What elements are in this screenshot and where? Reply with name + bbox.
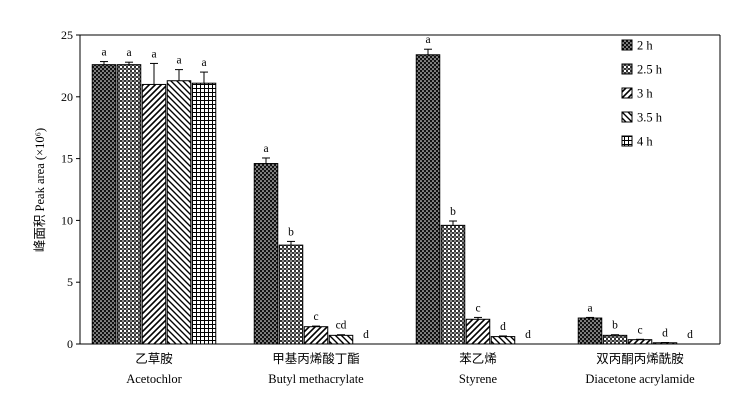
bar xyxy=(166,80,192,345)
significance-letter: a xyxy=(263,143,268,155)
legend-swatch xyxy=(621,87,633,99)
x-category-label-en: Acetochlor xyxy=(126,372,182,386)
bar xyxy=(141,83,167,345)
significance-letter: d xyxy=(525,329,531,341)
bar xyxy=(191,82,217,345)
bar xyxy=(91,64,117,345)
x-category-label-en: Styrene xyxy=(459,372,498,386)
legend-swatch xyxy=(621,63,633,75)
x-category-label-cn: 苯乙烯 xyxy=(459,352,497,366)
significance-letter: b xyxy=(450,206,456,218)
legend-swatch xyxy=(621,111,633,123)
significance-letter: a xyxy=(151,48,156,60)
bar xyxy=(116,64,142,345)
bar xyxy=(278,244,304,345)
x-category-label-en: Diacetone acrylamide xyxy=(585,372,695,386)
significance-letter: c xyxy=(475,302,480,314)
x-category-labels: 乙草胺 Acetochlor 甲基丙烯酸丁酯 Butyl methacrylate 苯乙… xyxy=(126,351,695,386)
significance-letter: a xyxy=(587,302,592,314)
y-tick-label: 20 xyxy=(61,90,73,104)
y-tick-label: 5 xyxy=(67,275,73,289)
significance-letter: d xyxy=(662,328,668,340)
significance-letter: b xyxy=(612,320,618,332)
bar xyxy=(328,334,354,345)
legend-swatch xyxy=(621,135,633,147)
bar xyxy=(577,317,603,345)
legend-label: 4 h xyxy=(637,135,653,149)
significance-letter: d xyxy=(687,329,693,341)
significance-letter: a xyxy=(101,47,106,59)
y-tick-label: 10 xyxy=(61,213,73,227)
bar xyxy=(415,54,441,345)
legend-swatch xyxy=(621,39,633,51)
x-category-label-cn: 双丙酮丙烯酰胺 xyxy=(596,352,684,366)
bars-layer xyxy=(91,48,678,345)
legend-label: 2 h xyxy=(637,39,653,53)
significance-letter: a xyxy=(176,55,181,67)
bar xyxy=(303,326,329,345)
x-category-label-cn: 甲基丙烯酸丁酯 xyxy=(272,351,360,366)
significance-letter: d xyxy=(363,329,369,341)
x-category-label-cn: 乙草胺 xyxy=(135,352,173,366)
significance-labels-layer: a a a a a b b b a c c c a cd d d a d d d xyxy=(101,34,693,341)
significance-letter: d xyxy=(500,321,506,333)
bar xyxy=(253,163,279,345)
bar xyxy=(440,224,466,345)
significance-letter: a xyxy=(425,34,430,46)
x-category-label-en: Butyl methacrylate xyxy=(268,372,364,386)
bar xyxy=(465,318,491,345)
bar xyxy=(602,334,628,345)
bar xyxy=(627,339,653,345)
legend-label: 2.5 h xyxy=(637,63,663,77)
y-ticks: 0 5 10 15 20 25 xyxy=(61,28,80,351)
significance-letter: c xyxy=(313,311,318,323)
y-axis-label: 峰面积 Peak area (×10⁶) xyxy=(33,128,47,252)
y-tick-label: 0 xyxy=(67,337,73,351)
legend-label: 3 h xyxy=(637,87,653,101)
bar xyxy=(490,336,516,345)
significance-letter: b xyxy=(288,226,294,238)
significance-letter: a xyxy=(201,57,206,69)
significance-letter: c xyxy=(637,324,642,336)
y-tick-label: 15 xyxy=(61,152,73,166)
legend: 2 h 2.5 h 3 h 3.5 h 4 h xyxy=(621,39,663,149)
y-tick-label: 25 xyxy=(61,28,73,42)
legend-label: 3.5 h xyxy=(637,111,663,125)
significance-letter: cd xyxy=(336,320,347,332)
significance-letter: a xyxy=(126,47,131,59)
